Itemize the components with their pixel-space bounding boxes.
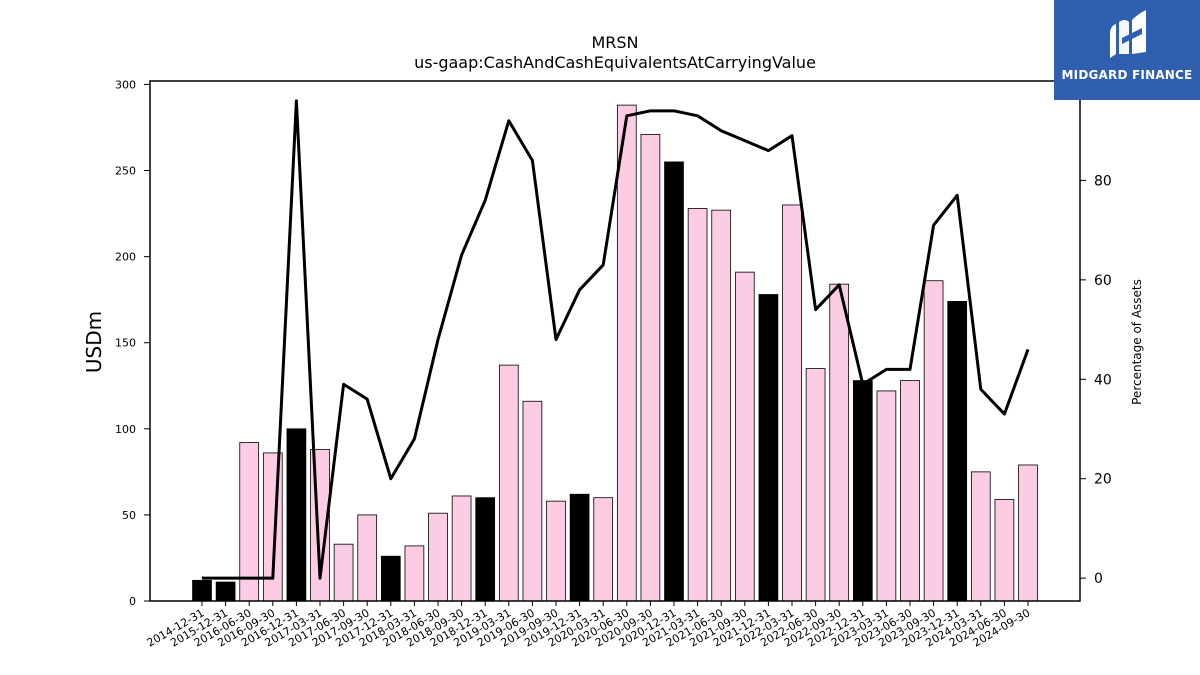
y-tick-label-left: 100 <box>115 423 136 436</box>
y-tick-label-right: 40 <box>1094 372 1112 388</box>
y-tick-label-right: 20 <box>1094 472 1112 488</box>
y-tick-label-left: 150 <box>115 337 136 350</box>
bar-2017-12-31 <box>380 555 401 602</box>
bar-2023-12-31 <box>947 300 968 602</box>
brand-logo: MIDGARD FINANCE <box>1054 0 1200 100</box>
bar-2020-12-31 <box>664 161 684 602</box>
bar-2024-09-30 <box>1018 464 1038 602</box>
bar-2023-03-31 <box>876 390 897 602</box>
y-axis-label-left: USDm <box>82 311 106 373</box>
y-tick-label-left: 250 <box>115 165 136 178</box>
bar-2019-06-30 <box>522 400 543 602</box>
bar-2024-03-31 <box>970 471 991 602</box>
bar-2024-06-30 <box>994 499 1015 602</box>
bar-2018-03-31 <box>404 545 425 602</box>
y-tick-label-left: 0 <box>129 595 136 608</box>
bar-2014-12-31 <box>192 579 212 602</box>
bar-2021-12-31 <box>758 294 779 602</box>
y-axis-left: 0 50 100 150 200 250 300 <box>115 78 150 608</box>
y-tick-label-right: 60 <box>1094 273 1112 289</box>
y-tick-label-right: 0 <box>1094 571 1103 587</box>
bar-2017-09-30 <box>357 514 378 602</box>
bar-2020-09-30 <box>640 133 661 602</box>
bar-2018-09-30 <box>451 495 472 602</box>
chart-title: MRSN <box>591 33 638 52</box>
bar-2022-03-31 <box>782 204 802 602</box>
plot-frame <box>149 80 1081 602</box>
y-axis-label-right: Percentage of Assets <box>1130 279 1144 405</box>
bar-2019-03-31 <box>498 364 519 602</box>
bar-2021-06-30 <box>711 209 732 602</box>
y-tick-label-right: 80 <box>1094 173 1112 189</box>
bar-2021-09-30 <box>734 271 755 602</box>
bar-2020-06-30 <box>616 104 637 602</box>
bar-2022-06-30 <box>805 368 826 602</box>
bar-2022-09-30 <box>829 283 850 602</box>
bar-2019-12-31 <box>569 493 590 602</box>
bars-layer <box>192 104 1038 602</box>
brand-logo-text: MIDGARD FINANCE <box>1061 68 1193 82</box>
bar-2018-06-30 <box>428 512 448 602</box>
bar-2015-12-31 <box>215 581 236 602</box>
y-tick-label-left: 200 <box>115 251 136 264</box>
chart-subtitle: us-gaap:CashAndCashEquivalentsAtCarrying… <box>414 53 816 72</box>
line-layer <box>201 99 1030 580</box>
x-axis: 2014-12-312015-12-312016-06-302016-09-30… <box>145 601 1033 650</box>
bar-2018-12-31 <box>475 497 496 602</box>
bar-2021-03-31 <box>687 208 708 602</box>
percentage-line <box>202 99 1030 580</box>
bar-2022-12-31 <box>852 380 873 602</box>
y-tick-label-left: 50 <box>122 509 136 522</box>
bar-2016-12-31 <box>286 428 307 602</box>
y-axis-right: 0 20 40 60 80 <box>1080 173 1112 587</box>
bar-2017-06-30 <box>333 543 354 602</box>
bar-2020-03-31 <box>593 497 614 602</box>
y-tick-label-left: 300 <box>115 78 136 91</box>
bar-2023-09-30 <box>923 280 944 602</box>
bar-2023-06-30 <box>900 380 920 602</box>
midgard-logo-icon <box>1110 10 1146 58</box>
bar-2019-09-30 <box>546 500 566 602</box>
